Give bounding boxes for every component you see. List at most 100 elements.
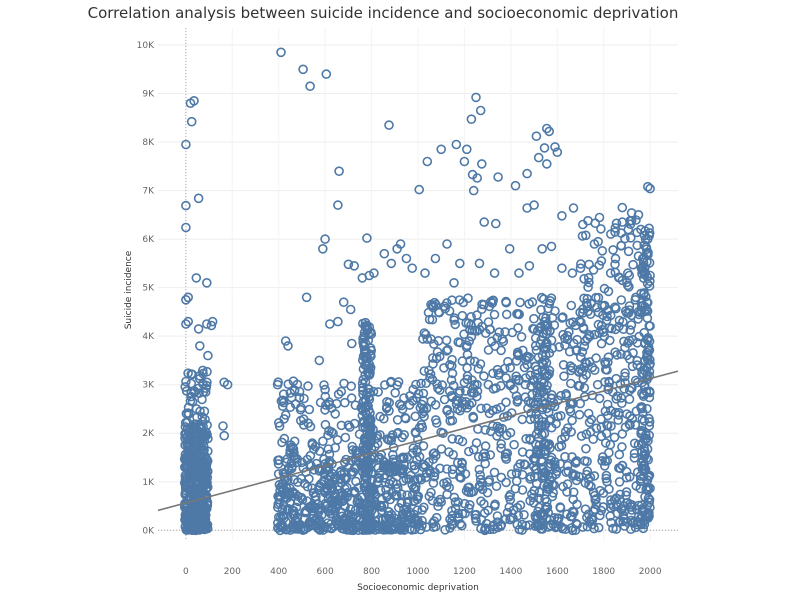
data-point bbox=[402, 452, 413, 463]
data-point bbox=[468, 413, 479, 423]
data-point bbox=[505, 378, 516, 389]
data-point bbox=[604, 377, 615, 388]
data-point bbox=[338, 495, 349, 506]
data-point bbox=[181, 222, 191, 233]
data-point bbox=[626, 215, 637, 226]
data-point bbox=[624, 385, 635, 396]
data-point bbox=[474, 464, 485, 475]
data-point bbox=[636, 427, 647, 438]
data-point bbox=[575, 263, 586, 274]
data-point bbox=[320, 391, 331, 402]
data-point bbox=[645, 270, 655, 281]
data-point bbox=[483, 505, 493, 516]
data-point bbox=[576, 431, 587, 441]
data-point bbox=[338, 297, 349, 308]
data-point bbox=[365, 327, 376, 338]
data-point bbox=[637, 388, 647, 399]
data-point bbox=[463, 487, 474, 498]
data-point bbox=[346, 393, 357, 403]
data-point bbox=[366, 474, 377, 485]
data-point bbox=[397, 404, 408, 414]
data-point bbox=[364, 270, 375, 281]
data-point bbox=[566, 523, 577, 533]
data-point bbox=[632, 240, 643, 251]
data-point bbox=[410, 481, 421, 492]
data-point bbox=[587, 362, 598, 373]
data-point bbox=[197, 504, 207, 514]
data-point bbox=[181, 294, 191, 305]
data-point bbox=[387, 449, 398, 460]
data-point bbox=[387, 430, 398, 440]
data-point bbox=[564, 346, 575, 357]
data-point bbox=[397, 523, 408, 534]
data-point bbox=[622, 280, 633, 291]
data-point bbox=[181, 139, 191, 150]
data-point bbox=[640, 449, 651, 459]
data-point bbox=[625, 233, 636, 243]
data-point bbox=[186, 486, 197, 497]
data-point bbox=[625, 420, 635, 431]
data-point bbox=[304, 404, 315, 415]
data-point bbox=[327, 468, 338, 479]
data-point bbox=[396, 489, 407, 500]
data-point bbox=[517, 447, 528, 457]
data-point bbox=[183, 368, 193, 379]
data-point bbox=[462, 374, 473, 385]
data-point bbox=[623, 246, 634, 257]
data-point bbox=[469, 356, 480, 367]
data-point bbox=[633, 210, 644, 220]
data-point bbox=[447, 433, 458, 444]
data-point bbox=[569, 507, 579, 518]
data-point bbox=[584, 331, 595, 342]
data-point bbox=[496, 439, 507, 449]
data-point bbox=[340, 432, 351, 443]
data-point bbox=[479, 499, 489, 509]
data-point bbox=[489, 501, 500, 511]
data-point bbox=[357, 385, 368, 396]
data-point bbox=[476, 304, 487, 315]
data-point bbox=[488, 524, 499, 535]
data-point bbox=[200, 462, 211, 472]
data-point bbox=[608, 245, 618, 255]
data-point bbox=[479, 299, 489, 310]
ticks-layer: 0K 1K 2K 3K 4K 5K 6K 7K 8K 9K 10K 0 200 400 600 800 1000… bbox=[137, 41, 662, 577]
data-point bbox=[620, 371, 630, 382]
x-tick-label: 1400 bbox=[499, 567, 522, 577]
data-point bbox=[555, 410, 566, 421]
data-point bbox=[601, 315, 612, 326]
data-point bbox=[436, 427, 446, 438]
data-point bbox=[560, 426, 571, 437]
data-point bbox=[459, 498, 470, 509]
data-point bbox=[641, 352, 652, 362]
data-point bbox=[575, 398, 586, 409]
data-point bbox=[494, 423, 505, 434]
data-point bbox=[557, 263, 567, 274]
data-point bbox=[323, 430, 333, 441]
data-point bbox=[358, 396, 369, 407]
data-point bbox=[310, 520, 321, 531]
data-point bbox=[571, 345, 582, 355]
data-point bbox=[446, 375, 457, 385]
data-point bbox=[333, 316, 343, 327]
data-point bbox=[615, 379, 626, 389]
data-point bbox=[384, 120, 394, 130]
data-point bbox=[407, 395, 418, 406]
data-point bbox=[491, 404, 502, 415]
data-point bbox=[202, 319, 212, 329]
data-point bbox=[200, 387, 211, 397]
data-point bbox=[454, 472, 465, 482]
data-point bbox=[515, 297, 525, 308]
data-point bbox=[414, 184, 425, 195]
data-point bbox=[429, 516, 440, 527]
data-point bbox=[636, 402, 646, 412]
data-point bbox=[582, 456, 592, 467]
data-point bbox=[307, 506, 318, 516]
data-point bbox=[193, 324, 204, 334]
data-point bbox=[364, 370, 375, 380]
data-point bbox=[184, 438, 195, 448]
data-point bbox=[616, 295, 627, 305]
data-point bbox=[639, 380, 650, 391]
data-point bbox=[183, 292, 193, 303]
data-point bbox=[554, 342, 565, 352]
data-point bbox=[494, 427, 505, 437]
